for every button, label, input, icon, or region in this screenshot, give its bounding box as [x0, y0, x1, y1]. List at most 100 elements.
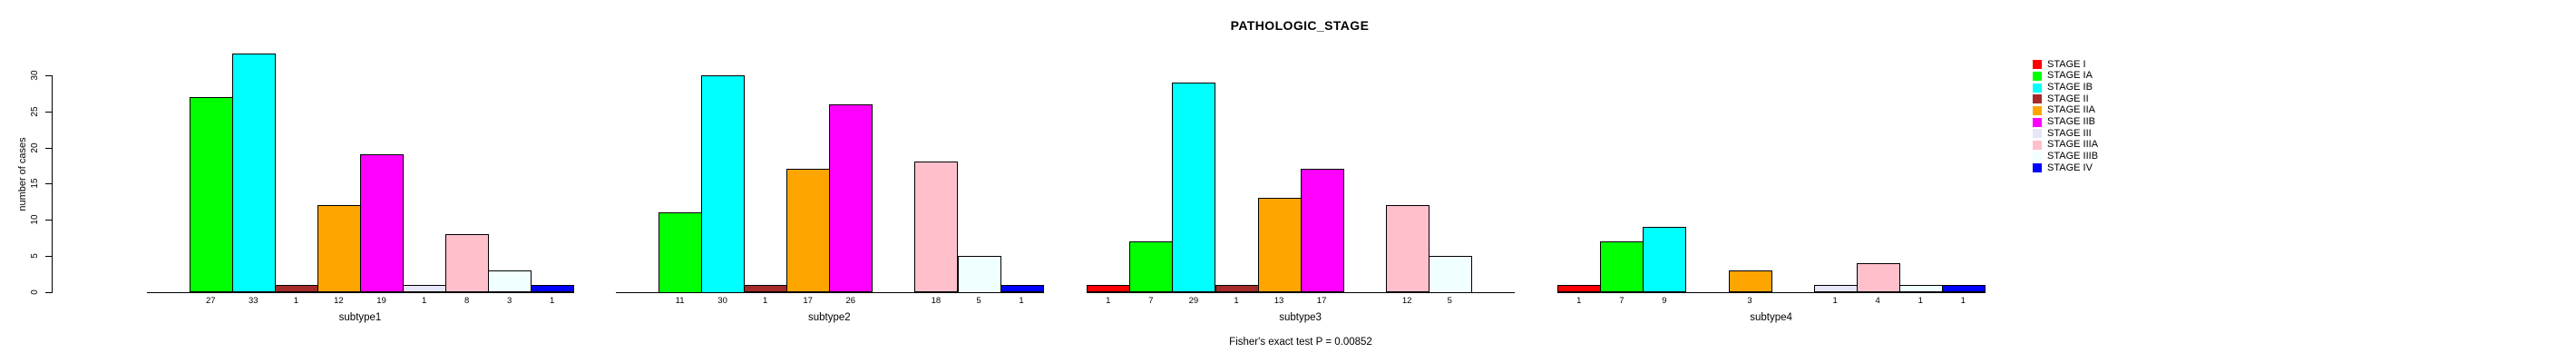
bar-stage-ia-subtype4: [1600, 240, 1644, 293]
y-tick-label: 10: [30, 214, 40, 225]
bar-stage-iiia-subtype4: [1856, 262, 1900, 293]
legend-item-stage-ii: STAGE II: [2033, 93, 2089, 104]
legend-swatch-stage-iiia: [2033, 140, 2042, 150]
bar-value-label: 9: [1662, 295, 1667, 306]
legend-label-stage-iv: STAGE IV: [2047, 162, 2093, 173]
bar-value-label: 1: [763, 295, 768, 306]
bar-value-label: 1: [1234, 295, 1239, 306]
legend-swatch-stage-i: [2033, 60, 2042, 70]
legend-item-stage-iiib: STAGE IIIB: [2033, 152, 2098, 162]
legend-item-stage-ib: STAGE IB: [2033, 83, 2093, 93]
legend-item-stage-iiia: STAGE IIIA: [2033, 140, 2098, 150]
bar-value-label: 8: [463, 295, 470, 306]
bar-stage-iii-subtype1: [403, 284, 447, 293]
legend-label-stage-iia: STAGE IIA: [2047, 104, 2095, 116]
legend-label-stage-ia: STAGE IA: [2047, 70, 2093, 82]
bar-stage-i-subtype4: [1557, 284, 1602, 293]
legend-label-stage-ib: STAGE IB: [2047, 82, 2093, 93]
bar-value-label: 3: [507, 295, 512, 306]
legend-label-stage-iii: STAGE III: [2047, 127, 2092, 139]
bar-stage-iia-subtype4: [1728, 270, 1772, 293]
bar-value-label: 1: [1106, 295, 1111, 306]
bar-value-label: 19: [376, 295, 386, 306]
bar-value-label: 7: [1148, 295, 1154, 306]
legend-swatch-stage-ib: [2033, 83, 2042, 93]
bar-value-label: 3: [1747, 295, 1752, 306]
bar-value-label: 5: [1447, 295, 1452, 306]
x-axis-group-label-subtype4: subtype4: [1750, 312, 1792, 323]
legend-swatch-stage-iia: [2033, 105, 2042, 115]
bar-value-label: 1: [1576, 295, 1582, 306]
y-tick-label: 25: [30, 106, 40, 117]
y-tick-label: 5: [30, 253, 40, 259]
bar-value-label: 1: [1917, 295, 1923, 306]
bar-stage-ii-subtype3: [1215, 284, 1259, 293]
legend-swatch-stage-iii: [2033, 129, 2042, 139]
bar-value-label: 18: [931, 295, 942, 306]
bar-stage-iiia-subtype1: [445, 233, 490, 293]
y-tick-label: 30: [30, 70, 40, 81]
legend-item-stage-i: STAGE I: [2033, 59, 2086, 70]
legend-swatch-stage-iiib: [2033, 152, 2042, 162]
bar-stage-iiib-subtype3: [1428, 255, 1472, 293]
bar-stage-ia-subtype1: [189, 96, 233, 293]
y-tick-label: 20: [30, 142, 40, 153]
bar-value-label: 11: [675, 295, 685, 306]
bar-stage-iia-subtype1: [317, 205, 361, 293]
bar-stage-iiib-subtype4: [1898, 284, 1943, 293]
y-tick-mark: [45, 111, 52, 113]
y-tick-mark: [45, 291, 52, 293]
bar-value-label: 1: [421, 295, 427, 306]
y-tick-label: 0: [30, 289, 40, 295]
bar-stage-ii-subtype2: [744, 284, 788, 293]
bar-stage-iv-subtype1: [531, 284, 575, 293]
bar-stage-iia-subtype2: [786, 169, 831, 293]
bar-value-label: 13: [1273, 295, 1284, 306]
bar-value-label: 4: [1875, 295, 1880, 306]
bar-stage-iia-subtype3: [1257, 198, 1302, 293]
bar-value-label: 1: [550, 295, 555, 306]
bar-stage-iib-subtype3: [1300, 169, 1344, 293]
fisher-test-annotation: Fisher's exact test P = 0.00852: [1229, 337, 1372, 348]
bar-stage-iv-subtype2: [1000, 284, 1044, 293]
legend-swatch-stage-ii: [2033, 94, 2042, 104]
bar-stage-ib-subtype3: [1172, 82, 1216, 293]
bar-stage-iib-subtype2: [829, 103, 873, 293]
bar-stage-ib-subtype4: [1643, 226, 1687, 293]
x-axis-group-label-subtype2: subtype2: [807, 312, 851, 323]
y-tick-mark: [45, 183, 52, 185]
legend-item-stage-iia: STAGE IIA: [2033, 105, 2095, 115]
bar-value-label: 27: [206, 295, 216, 306]
bar-value-label: 33: [249, 295, 259, 306]
bar-value-label: 12: [1401, 295, 1412, 306]
bar-value-label: 7: [1619, 295, 1625, 306]
bar-value-label: 1: [293, 295, 299, 306]
bar-stage-i-subtype3: [1087, 284, 1131, 293]
bar-value-label: 1: [1960, 295, 1966, 306]
bar-stage-iiia-subtype3: [1385, 205, 1429, 293]
bar-value-label: 17: [803, 295, 813, 306]
y-tick-mark: [45, 75, 52, 76]
bar-stage-ii-subtype1: [274, 284, 318, 293]
legend-item-stage-iii: STAGE III: [2033, 127, 2092, 139]
bar-stage-iib-subtype1: [360, 154, 405, 293]
y-tick-mark: [45, 255, 52, 257]
bar-value-label: 30: [717, 295, 727, 306]
bar-stage-ib-subtype1: [231, 54, 276, 293]
legend-swatch-stage-ia: [2033, 71, 2042, 81]
bar-stage-iv-subtype4: [1941, 284, 1986, 293]
legend-label-stage-iiib: STAGE IIIB: [2047, 151, 2099, 162]
legend-label-stage-iib: STAGE IIB: [2047, 116, 2095, 128]
x-axis-group-label-subtype1: subtype1: [338, 312, 382, 323]
bar-stage-ia-subtype2: [659, 212, 703, 293]
legend-label-stage-ii: STAGE II: [2047, 93, 2089, 104]
bar-value-label: 17: [1316, 295, 1327, 306]
y-tick-mark: [45, 220, 52, 221]
legend-swatch-stage-iib: [2033, 117, 2042, 127]
legend-item-stage-iv: STAGE IV: [2033, 162, 2093, 173]
bar-value-label: 5: [976, 295, 981, 306]
x-axis-group-label-subtype3: subtype3: [1279, 312, 1322, 323]
y-axis-line: [52, 75, 53, 293]
legend-label-stage-iiia: STAGE IIIA: [2047, 139, 2099, 151]
